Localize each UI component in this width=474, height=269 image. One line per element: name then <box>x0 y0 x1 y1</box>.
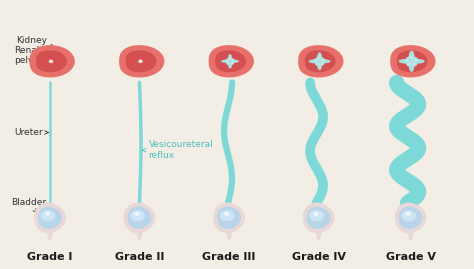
Text: Bladder: Bladder <box>11 198 46 213</box>
Text: Vesicoureteral
reflux: Vesicoureteral reflux <box>142 140 213 160</box>
Polygon shape <box>401 210 416 221</box>
Polygon shape <box>226 232 232 240</box>
Ellipse shape <box>314 60 317 61</box>
Polygon shape <box>219 210 235 221</box>
Ellipse shape <box>321 63 323 65</box>
Ellipse shape <box>139 61 142 62</box>
Ellipse shape <box>46 213 49 215</box>
Polygon shape <box>399 207 422 229</box>
Ellipse shape <box>406 213 410 215</box>
Ellipse shape <box>322 59 325 61</box>
Ellipse shape <box>227 63 229 64</box>
Text: Kidney: Kidney <box>16 36 54 48</box>
Polygon shape <box>316 232 321 240</box>
Ellipse shape <box>135 213 139 215</box>
Text: Grade III: Grade III <box>202 252 256 262</box>
Polygon shape <box>298 45 344 77</box>
Polygon shape <box>137 59 144 64</box>
Polygon shape <box>40 210 55 221</box>
Ellipse shape <box>50 61 52 62</box>
Ellipse shape <box>408 63 410 66</box>
Polygon shape <box>48 59 54 64</box>
Text: Grade II: Grade II <box>115 252 164 262</box>
Polygon shape <box>305 50 336 72</box>
Ellipse shape <box>231 63 233 64</box>
Ellipse shape <box>413 63 416 65</box>
Text: Grade V: Grade V <box>386 252 436 262</box>
Polygon shape <box>38 207 62 229</box>
Ellipse shape <box>410 56 413 58</box>
Polygon shape <box>303 203 335 233</box>
Polygon shape <box>130 210 145 221</box>
Polygon shape <box>397 50 428 72</box>
Polygon shape <box>36 50 67 72</box>
Polygon shape <box>209 45 254 77</box>
Text: Grade I: Grade I <box>27 252 73 262</box>
Ellipse shape <box>318 57 320 59</box>
Polygon shape <box>217 207 241 229</box>
Polygon shape <box>390 45 436 77</box>
Polygon shape <box>395 203 427 233</box>
Ellipse shape <box>405 59 409 61</box>
Ellipse shape <box>314 213 318 215</box>
Polygon shape <box>213 203 245 233</box>
Polygon shape <box>221 54 239 69</box>
Ellipse shape <box>225 213 228 215</box>
Text: Grade IV: Grade IV <box>292 252 346 262</box>
Ellipse shape <box>232 60 234 61</box>
Polygon shape <box>47 232 53 240</box>
Polygon shape <box>408 232 414 240</box>
Polygon shape <box>309 52 330 70</box>
Ellipse shape <box>229 58 231 59</box>
Polygon shape <box>119 45 164 77</box>
Text: Renal
pelvis: Renal pelvis <box>14 45 49 65</box>
Polygon shape <box>307 207 330 229</box>
Polygon shape <box>137 232 143 240</box>
Polygon shape <box>124 203 155 233</box>
Polygon shape <box>399 51 425 72</box>
Polygon shape <box>128 207 151 229</box>
Polygon shape <box>215 50 246 72</box>
Polygon shape <box>29 45 75 77</box>
Polygon shape <box>309 210 324 221</box>
Text: Ureter: Ureter <box>14 128 48 137</box>
Ellipse shape <box>316 63 319 65</box>
Ellipse shape <box>415 59 418 61</box>
Ellipse shape <box>226 60 228 61</box>
Polygon shape <box>126 50 156 72</box>
Polygon shape <box>34 203 66 233</box>
